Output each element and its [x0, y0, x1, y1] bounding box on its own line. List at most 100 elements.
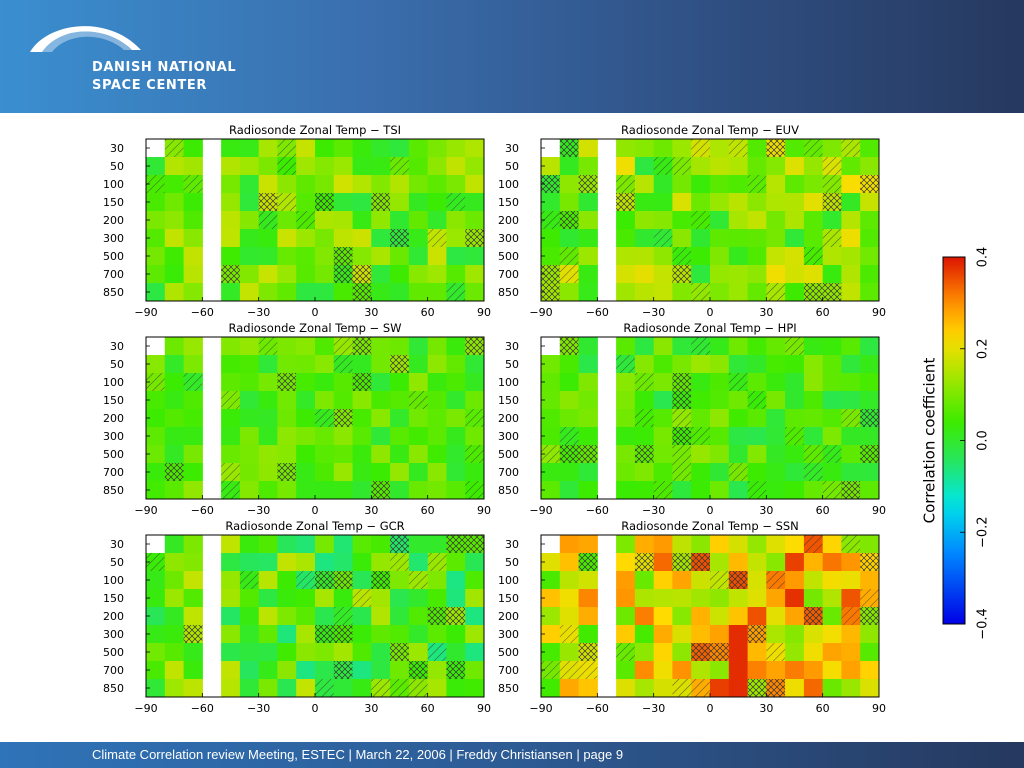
significance-hatch: [728, 463, 748, 481]
heatmap-cell: [710, 355, 730, 374]
y-tick-label: 100: [498, 376, 519, 389]
x-tick-label: 30: [759, 306, 773, 319]
heatmap-cell: [766, 211, 786, 230]
significance-hatch: [747, 625, 767, 643]
significance-hatch: [465, 535, 484, 553]
heatmap-cell: [728, 625, 749, 644]
heatmap-cell: [860, 463, 880, 482]
heatmap-cell: [747, 535, 767, 554]
heatmap-cell: [221, 535, 241, 554]
heatmap-cell: [239, 211, 260, 230]
heatmap-cell: [766, 553, 786, 572]
significance-hatch: [822, 229, 842, 247]
significance-hatch: [559, 139, 579, 157]
heatmap-cell: [371, 607, 391, 626]
heatmap-cell: [390, 409, 410, 428]
y-tick-label: 100: [103, 574, 124, 587]
heatmap-cell: [427, 193, 447, 212]
heatmap-cell: [559, 391, 580, 410]
heatmap-cell: [672, 589, 692, 608]
significance-hatch: [728, 571, 748, 589]
x-tick-label: −30: [642, 504, 665, 517]
heatmap-cell: [408, 175, 429, 194]
significance-hatch: [315, 571, 334, 589]
y-tick-label: 50: [505, 160, 519, 173]
heatmap-cell: [427, 661, 447, 680]
heatmap-cell: [710, 607, 730, 626]
heatmap-cell: [146, 571, 166, 590]
heatmap-cell: [221, 661, 241, 680]
heatmap-cell: [541, 391, 561, 410]
heatmap-cell: [446, 337, 466, 356]
significance-hatch: [559, 661, 579, 679]
significance-hatch: [352, 589, 372, 607]
significance-hatch: [803, 247, 823, 265]
significance-hatch: [616, 193, 635, 211]
heatmap-cell: [578, 391, 598, 410]
x-tick-label: −60: [586, 306, 609, 319]
heatmap-cell: [785, 175, 805, 194]
heatmap-cell: [465, 247, 485, 266]
heatmap-cell: [860, 427, 880, 446]
heatmap-cell: [860, 193, 880, 212]
heatmap-cell: [408, 589, 429, 608]
significance-hatch: [766, 571, 786, 589]
significance-hatch: [822, 283, 842, 301]
y-tick-label: 200: [498, 214, 519, 227]
heatmap-cell: [146, 661, 166, 680]
heatmap-cell: [239, 391, 260, 410]
heatmap-cell: [333, 373, 354, 392]
heatmap-cell: [541, 553, 561, 572]
heatmap-cell: [728, 607, 749, 626]
heatmap-cell: [390, 625, 410, 644]
heatmap-cell: [634, 229, 655, 248]
panel-title: Radiosonde Zonal Temp − GCR: [225, 519, 404, 533]
heatmap-cell: [728, 391, 749, 410]
x-tick-label: 60: [421, 702, 435, 715]
heatmap-cell: [634, 157, 655, 176]
heatmap-cell: [446, 643, 466, 662]
heatmap-cell: [446, 211, 466, 230]
heatmap-cell: [803, 661, 824, 680]
heatmap-cell: [315, 247, 335, 266]
y-tick-label: 500: [103, 250, 124, 263]
heatmap-cell: [841, 445, 861, 464]
heatmap-cell: [766, 247, 786, 266]
significance-hatch: [634, 373, 654, 391]
heatmap-cell: [785, 247, 805, 266]
significance-hatch: [578, 175, 598, 193]
heatmap-cell: [841, 625, 861, 644]
panel-title: Radiosonde Zonal Temp − SSN: [621, 519, 799, 533]
heatmap-cell: [803, 265, 824, 284]
heatmap-cell: [578, 463, 598, 482]
significance-hatch: [803, 463, 823, 481]
heatmap-cell: [390, 571, 410, 590]
heatmap-cell: [352, 643, 372, 662]
x-tick-label: 90: [477, 504, 491, 517]
heatmap-cell: [465, 679, 485, 698]
heatmap-cell: [616, 679, 636, 698]
y-tick-label: 200: [103, 412, 124, 425]
heatmap-cell: [296, 373, 316, 392]
heatmap-cell: [822, 643, 842, 662]
heatmap-cell: [691, 229, 711, 248]
heatmap-cell: [427, 535, 447, 554]
heatmap-cell: [785, 193, 805, 212]
heatmap-cell: [766, 589, 786, 608]
heatmap-cell: [427, 625, 447, 644]
heatmap-cell: [653, 643, 673, 662]
significance-hatch: [390, 679, 409, 697]
significance-hatch: [785, 427, 804, 445]
heatmap-cell: [747, 211, 767, 230]
heatmap-cell: [728, 553, 749, 572]
heatmap-cell: [183, 409, 203, 428]
heatmap-cell: [465, 463, 485, 482]
heatmap-cell: [559, 355, 580, 374]
colorbar-tick-label: −0.4: [976, 608, 991, 640]
significance-hatch: [333, 265, 353, 283]
heatmap-cell: [616, 391, 636, 410]
heatmap-cell: [634, 139, 655, 158]
heatmap-cell: [691, 445, 711, 464]
heatmap-cell: [672, 481, 692, 500]
significance-hatch: [446, 607, 466, 625]
